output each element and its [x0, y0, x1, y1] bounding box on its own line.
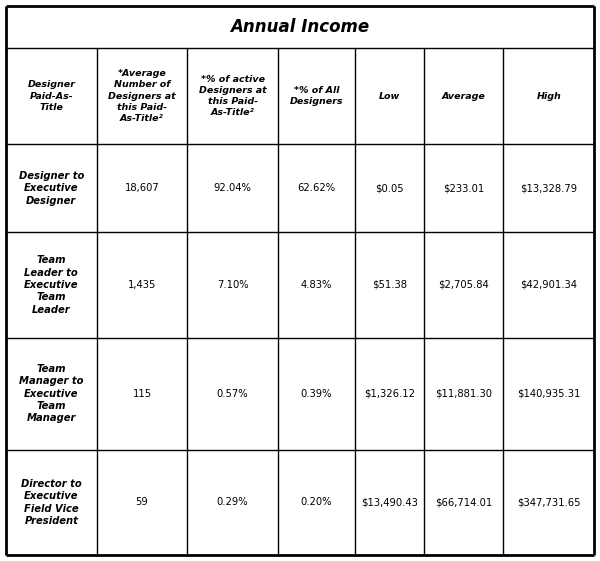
Text: Team
Leader to
Executive
Team
Leader: Team Leader to Executive Team Leader: [24, 255, 79, 315]
Text: 0.57%: 0.57%: [217, 389, 248, 399]
Text: 18,607: 18,607: [125, 183, 160, 193]
Text: $2,705.84: $2,705.84: [438, 280, 489, 290]
Text: 4.83%: 4.83%: [301, 280, 332, 290]
Text: $233.01: $233.01: [443, 183, 484, 193]
Text: 0.39%: 0.39%: [301, 389, 332, 399]
Bar: [6, 232, 594, 338]
Bar: [6, 338, 594, 450]
Text: 92.04%: 92.04%: [214, 183, 251, 193]
Text: $140,935.31: $140,935.31: [517, 389, 580, 399]
Text: Designer
Paid-As-
Title: Designer Paid-As- Title: [28, 80, 75, 112]
Bar: [6, 144, 594, 232]
Text: $13,490.43: $13,490.43: [361, 498, 418, 507]
Text: 59: 59: [136, 498, 148, 507]
Bar: [6, 6, 594, 48]
Text: Designer to
Executive
Designer: Designer to Executive Designer: [19, 171, 84, 205]
Text: $51.38: $51.38: [372, 280, 407, 290]
Text: 7.10%: 7.10%: [217, 280, 248, 290]
Text: Low: Low: [379, 91, 400, 100]
Text: Average: Average: [442, 91, 485, 100]
Text: *% of active
Designers at
this Paid-
As-Title²: *% of active Designers at this Paid- As-…: [199, 75, 266, 117]
Text: *Average
Number of
Designers at
this Paid-
As-Title²: *Average Number of Designers at this Pai…: [108, 70, 176, 123]
Text: $11,881.30: $11,881.30: [435, 389, 492, 399]
Text: 115: 115: [133, 389, 152, 399]
Text: Director to
Executive
Field Vice
President: Director to Executive Field Vice Preside…: [21, 479, 82, 526]
Text: 0.20%: 0.20%: [301, 498, 332, 507]
Text: Annual Income: Annual Income: [230, 18, 370, 36]
Bar: [6, 450, 594, 555]
Text: *% of All
Designers: *% of All Designers: [290, 86, 343, 106]
Bar: [6, 48, 594, 144]
Text: 1,435: 1,435: [128, 280, 156, 290]
Text: High: High: [536, 91, 561, 100]
Text: $347,731.65: $347,731.65: [517, 498, 580, 507]
Text: $66,714.01: $66,714.01: [435, 498, 492, 507]
Text: $13,328.79: $13,328.79: [520, 183, 577, 193]
Text: $1,326.12: $1,326.12: [364, 389, 415, 399]
Text: 62.62%: 62.62%: [298, 183, 335, 193]
Text: 0.29%: 0.29%: [217, 498, 248, 507]
Text: Team
Manager to
Executive
Team
Manager: Team Manager to Executive Team Manager: [19, 364, 83, 424]
Text: $0.05: $0.05: [375, 183, 404, 193]
Text: $42,901.34: $42,901.34: [520, 280, 577, 290]
